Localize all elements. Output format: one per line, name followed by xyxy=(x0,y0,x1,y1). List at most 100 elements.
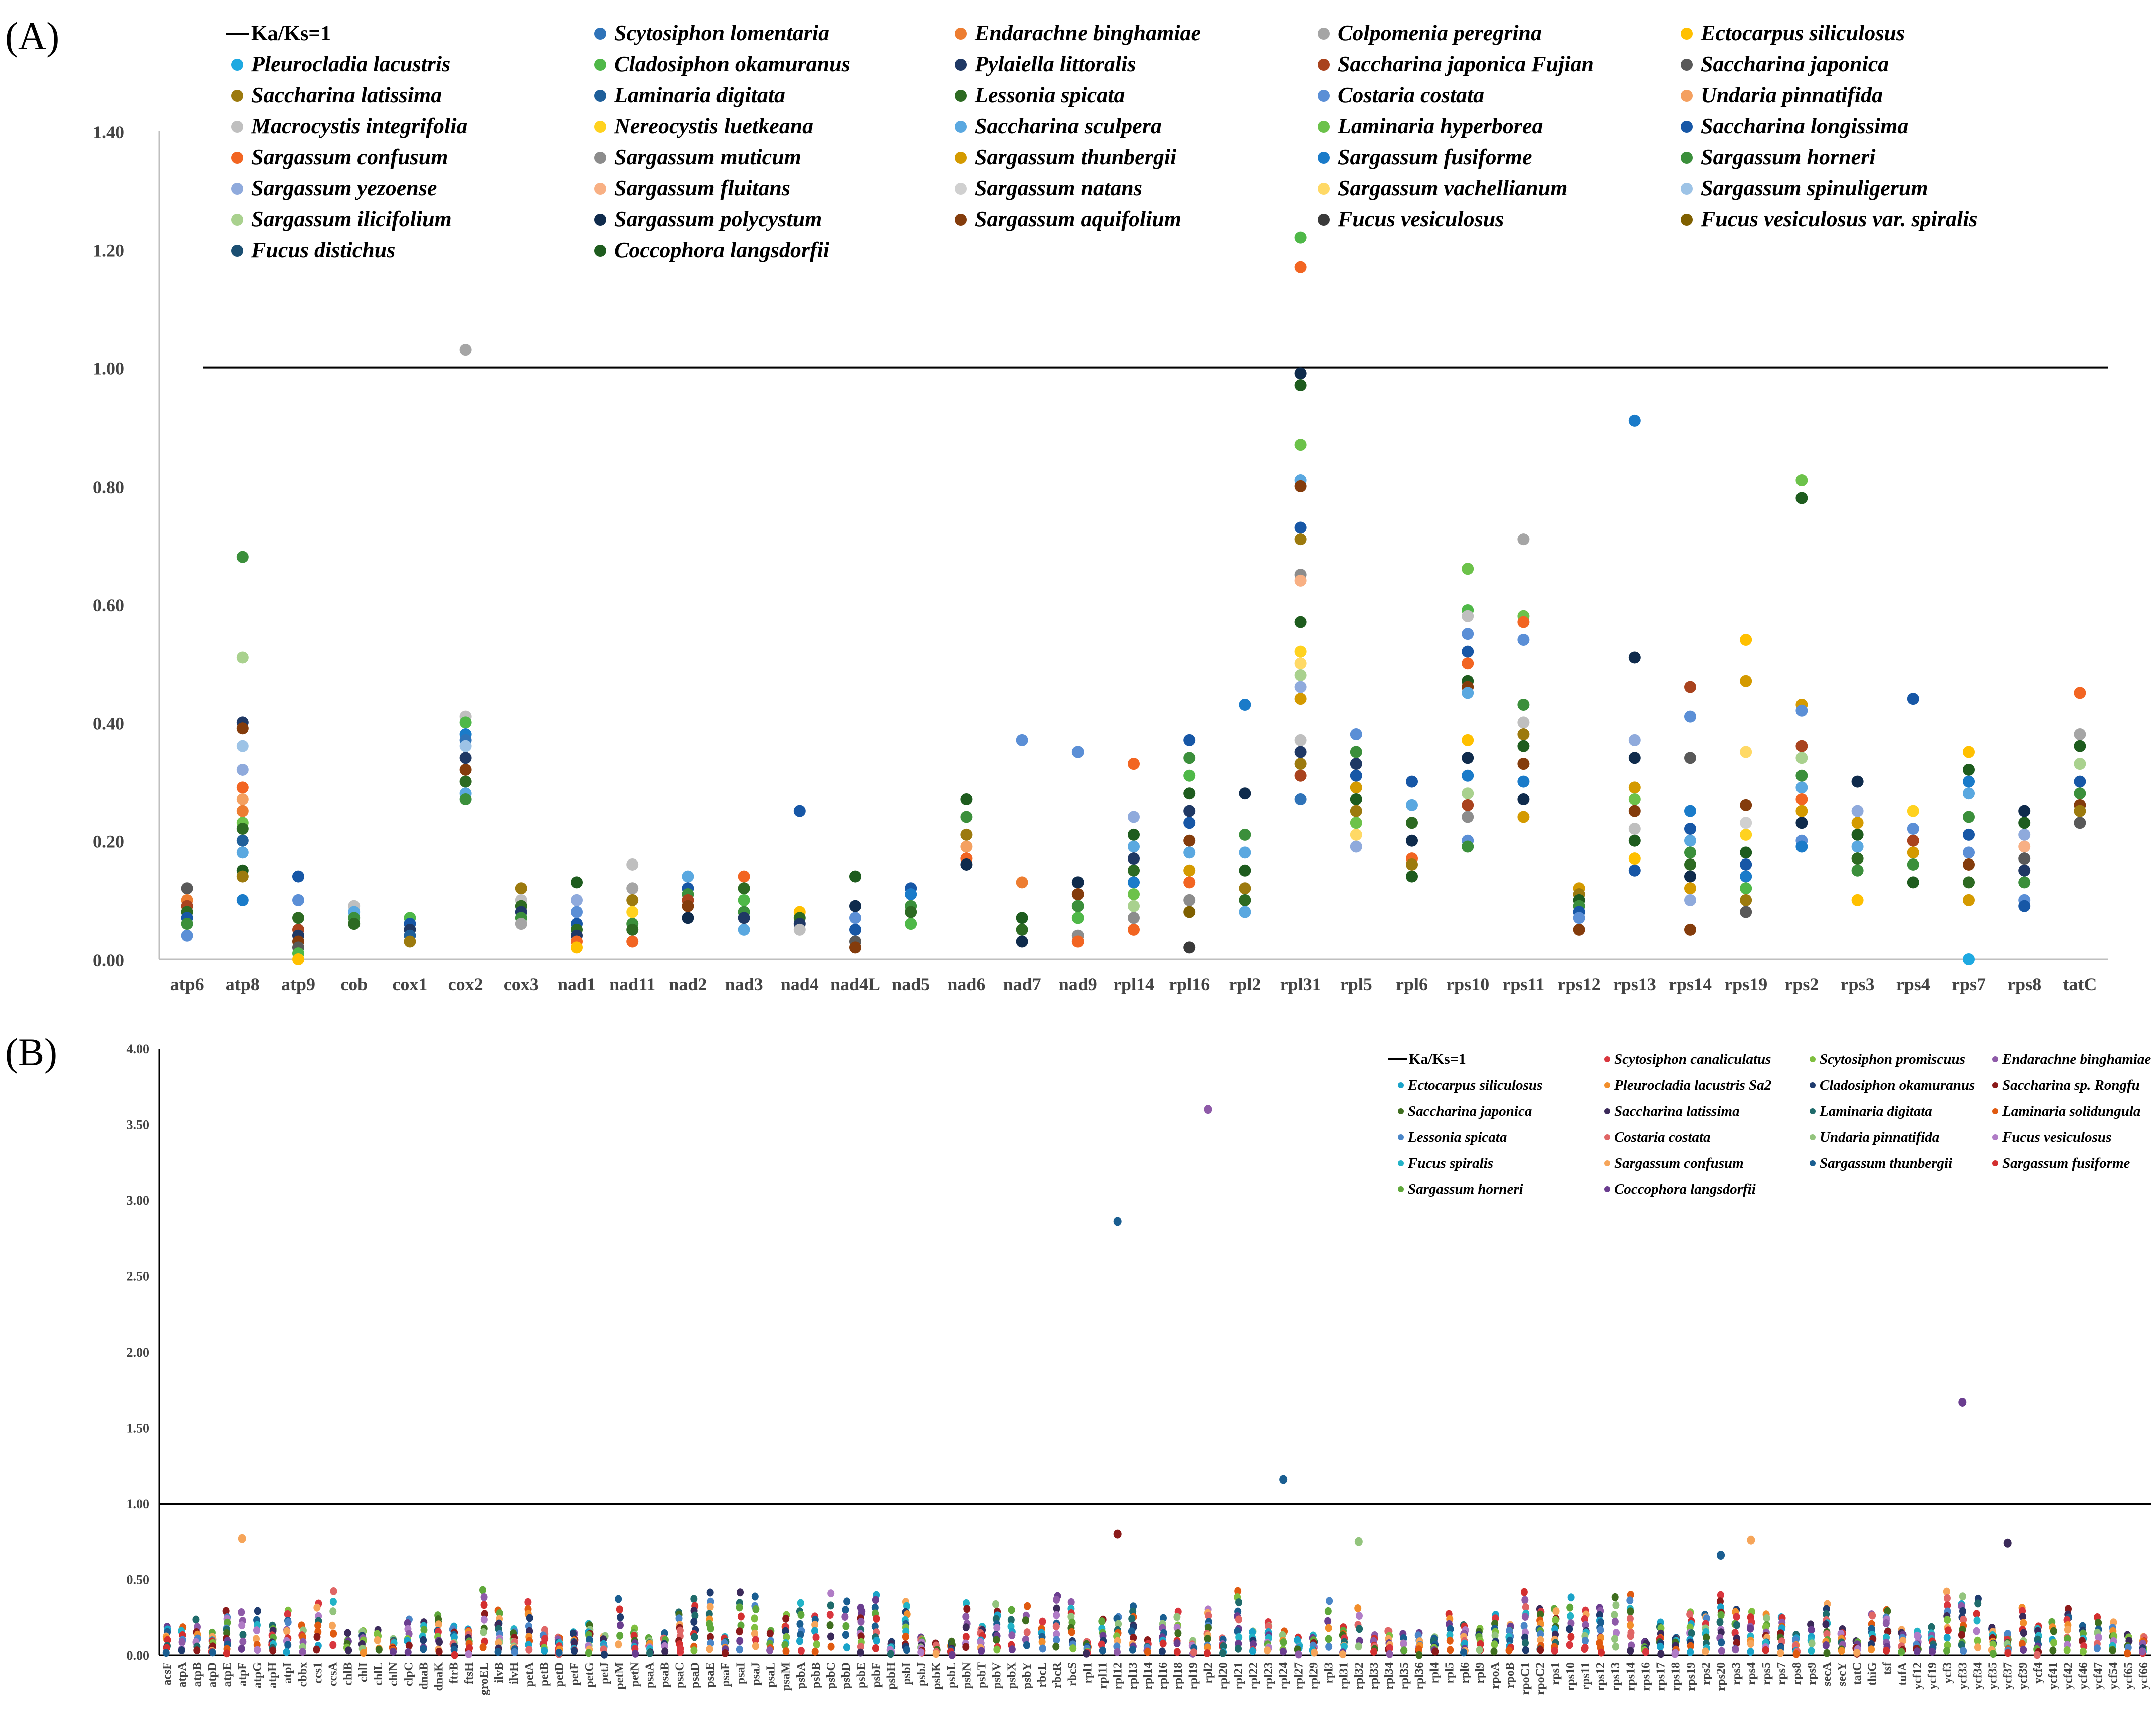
legend-marker xyxy=(231,90,243,102)
data-point-chll xyxy=(375,1645,383,1654)
x-tick-ycf41: ycf41 xyxy=(2047,1662,2060,1690)
data-point-rpl4 xyxy=(1431,1647,1439,1656)
x-tick-cox1: cox1 xyxy=(392,974,427,994)
data-point-ycf54 xyxy=(2109,1646,2116,1655)
data-point-outlier-rpl12 xyxy=(1113,1217,1122,1226)
data-point-rpl16 xyxy=(1183,834,1196,847)
x-tick-rpl11: rpl11 xyxy=(1097,1662,1110,1689)
x-tick-cox3: cox3 xyxy=(504,974,539,994)
x-tick-rpl2: rpl2 xyxy=(1202,1662,1215,1684)
data-point-rpl6 xyxy=(1460,1648,1468,1657)
legend-marker xyxy=(1318,59,1330,71)
x-tick-rbcr: rbcR xyxy=(1051,1662,1064,1688)
data-point-rpl24 xyxy=(1280,1647,1287,1656)
data-point-psam xyxy=(781,1641,789,1649)
legend-label: Ka/Ks=1 xyxy=(251,22,331,45)
data-point-rps8 xyxy=(2018,900,2031,912)
x-tick-psbd: psbD xyxy=(840,1662,853,1689)
data-point-groel xyxy=(479,1643,487,1651)
data-point-rpl16 xyxy=(1183,787,1196,800)
data-point-rps7 xyxy=(1963,811,1975,823)
legend-marker xyxy=(594,90,606,102)
data-point-groel xyxy=(481,1610,488,1618)
data-point-tatc xyxy=(2074,787,2086,800)
data-point-petn xyxy=(632,1649,639,1658)
data-point-psae xyxy=(707,1624,714,1633)
legend-entry-sargassum-polycystum: Sargassum polycystum xyxy=(594,207,822,231)
data-point-psbb xyxy=(813,1640,820,1649)
data-point-psbd xyxy=(842,1631,849,1639)
data-point-psby xyxy=(1022,1616,1029,1625)
data-point-petg xyxy=(586,1635,593,1644)
data-point-atp8 xyxy=(236,551,249,563)
x-tick-rpoc1: rpoC1 xyxy=(1519,1662,1532,1695)
data-point-nad3 xyxy=(738,882,750,895)
data-point-ycf33 xyxy=(1959,1607,1967,1615)
data-point-rpoa xyxy=(1491,1631,1499,1640)
x-tick-rpl20: rpl20 xyxy=(1217,1662,1230,1690)
x-tick-petf: petF xyxy=(568,1662,581,1686)
legend-label: Ectocarpus siliculosus xyxy=(1407,1077,1542,1093)
data-point-petm xyxy=(615,1640,622,1649)
legend-label: Endarachne binghamiae xyxy=(2002,1051,2151,1067)
x-tick-rps13: rps13 xyxy=(1613,974,1656,994)
data-point-atpe xyxy=(223,1649,230,1658)
x-tick-nad3: nad3 xyxy=(725,974,763,994)
data-point-cbbx xyxy=(299,1648,306,1656)
legend-label: Sargassum aquifolium xyxy=(975,207,1181,231)
x-tick-rps17: rps17 xyxy=(1655,1662,1668,1691)
legend-entry-coccophora-langsdorfii: Coccophora langsdorfii xyxy=(594,238,830,262)
x-tick-chll: chlL xyxy=(372,1662,385,1686)
data-point-cox3 xyxy=(515,882,527,895)
data-point-psad xyxy=(690,1646,698,1655)
y-tick-label: 0.20 xyxy=(93,832,124,852)
data-point-psai xyxy=(737,1612,745,1621)
data-point-ycf3 xyxy=(1943,1594,1951,1602)
x-tick-rps4: rps4 xyxy=(1896,974,1930,994)
data-point-rpl2 xyxy=(1239,828,1251,841)
legend-label: Fucus vesiculosus xyxy=(1337,207,1504,231)
data-point-rpoa xyxy=(1490,1647,1498,1656)
data-point-ycf41 xyxy=(2049,1646,2057,1655)
data-point-psbi xyxy=(903,1602,911,1610)
data-point-psbd xyxy=(841,1612,849,1621)
data-point-rpl14 xyxy=(1128,852,1140,865)
y-tick-label: 0.00 xyxy=(127,1648,150,1663)
data-point-rpl16 xyxy=(1183,894,1196,906)
data-point-rps10 xyxy=(1462,687,1474,699)
data-point-rps7 xyxy=(1963,828,1975,841)
x-tick-psaa: psaA xyxy=(643,1662,656,1688)
data-point-atp8 xyxy=(236,763,249,776)
data-point-psbv xyxy=(992,1600,1000,1608)
data-point-atpb xyxy=(192,1615,200,1624)
data-point-psae xyxy=(706,1633,714,1641)
data-point-rps10 xyxy=(1462,563,1474,575)
legend-entry-saccharina-japonica: Saccharina japonica xyxy=(1398,1103,1532,1119)
y-tick-label: 3.00 xyxy=(127,1193,150,1208)
data-point-rps10 xyxy=(1566,1603,1574,1612)
x-tick-dnab: dnaB xyxy=(417,1662,430,1690)
data-point-rpl16 xyxy=(1183,906,1196,918)
data-point-rps11 xyxy=(1517,634,1530,646)
data-point-tatc xyxy=(2074,805,2086,817)
y-tick-label: 1.00 xyxy=(127,1497,150,1511)
x-tick-rpoa: rpoA xyxy=(1489,1662,1502,1689)
data-point-rps3 xyxy=(1851,852,1864,865)
data-point-rps4 xyxy=(1907,876,1919,889)
data-point-rpl6 xyxy=(1406,834,1418,847)
legend-label: Sargassum horneri xyxy=(1408,1181,1523,1197)
x-tick-psby: psbY xyxy=(1021,1662,1034,1689)
x-tick-cob: cob xyxy=(340,974,368,994)
data-point-psbx xyxy=(1008,1631,1016,1640)
data-point-psbv xyxy=(993,1624,1001,1632)
data-point-rpl6 xyxy=(1406,858,1418,871)
x-tick-nad11: nad11 xyxy=(609,974,655,994)
data-point-rpl21 xyxy=(1235,1633,1243,1641)
x-tick-ycf65: ycf65 xyxy=(2122,1662,2135,1690)
x-tick-nad9: nad9 xyxy=(1059,974,1097,994)
legend-marker xyxy=(1604,1134,1610,1140)
legend-entry-fucus-spiralis: Fucus spiralis xyxy=(1398,1155,1493,1171)
legend-a: Ka/Ks=1 Scytosiphon lomentaria Endarachne … xyxy=(226,21,1978,262)
data-point-rpl2 xyxy=(1239,894,1251,906)
legend-marker xyxy=(594,59,606,71)
